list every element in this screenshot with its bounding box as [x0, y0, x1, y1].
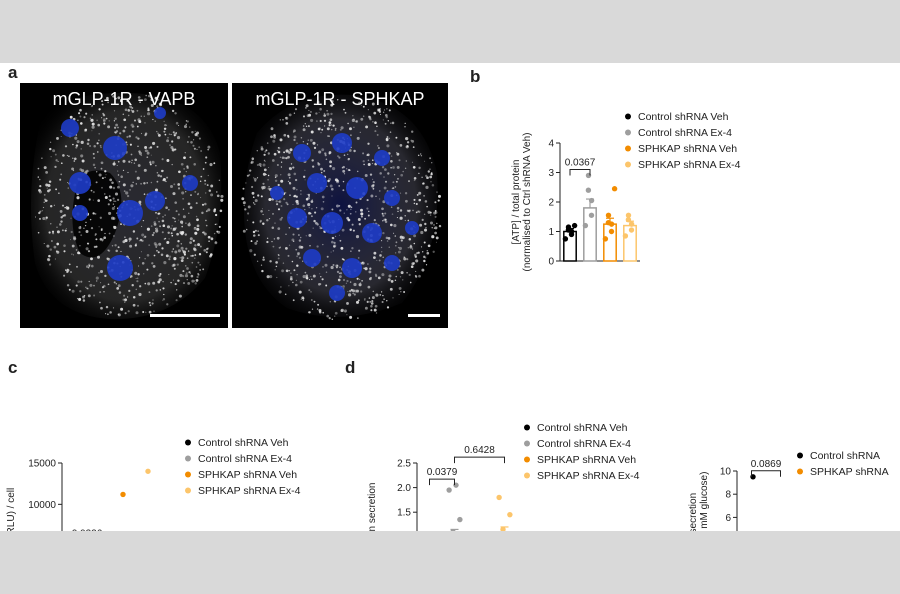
data-point	[145, 468, 151, 474]
data-point	[611, 186, 618, 192]
chart-b: 0 1 2 3 4 [ATP] / total protein (normalised to…	[511, 111, 741, 272]
data-point	[446, 487, 452, 493]
legend-marker	[524, 456, 530, 463]
legend-label: Control shRNA Veh	[198, 437, 289, 449]
data-point	[608, 228, 615, 235]
legend-marker	[625, 113, 631, 120]
y-tick-label: 10000	[28, 500, 56, 511]
y-tick-label: 2	[548, 198, 554, 209]
y-axis-label: Insulin secretion	[688, 493, 699, 531]
y-tick-label: 2.0	[397, 483, 411, 494]
legend-label: Control shRNA Ex-4	[638, 127, 732, 139]
microscopy-title-sphkap: mGLP-1R - SPHKAP	[255, 89, 425, 109]
data-point	[628, 227, 635, 233]
legend-label: SPHKAP shRNA Ex-4	[638, 159, 741, 171]
scale-bar	[408, 314, 440, 317]
comparison-bracket	[569, 168, 591, 176]
y-axis-label: ROS (RLU) / cell	[6, 488, 17, 531]
figure-canvas: a b c d mGLP-1R - VAPB	[0, 63, 900, 531]
legend-marker	[524, 440, 530, 447]
data-point	[605, 219, 612, 226]
y-tick-label: 6	[725, 513, 731, 524]
data-point	[120, 491, 126, 498]
data-point	[571, 222, 578, 229]
legend-label: Control shRNA Veh	[537, 422, 628, 434]
y-tick-label: 2.5	[397, 459, 411, 470]
p-value-label: 0.0367	[565, 157, 596, 168]
legend-label: Control shRNA Veh	[638, 111, 729, 123]
legend-marker	[185, 471, 191, 478]
legend-label: Control shRNA	[810, 450, 880, 462]
legend-marker	[797, 468, 803, 475]
y-axis-label: % Insulin secretion	[367, 483, 378, 531]
y-tick-label: 4	[548, 139, 554, 150]
y-axis-label-2: (normalised to Ctrl shRNA Veh)	[522, 133, 533, 272]
panel-label-c: c	[8, 358, 18, 377]
data-point	[450, 529, 456, 531]
legend-label: Control shRNA Ex-4	[198, 453, 292, 465]
comparison-bracket	[751, 470, 781, 477]
chart-d1: 0.00.51.01.52.02.5% Insulin secretion0.0…	[367, 422, 640, 531]
data-point	[588, 212, 595, 218]
chart-c: 050001000015000ROS (RLU) / cell0.0326Con…	[6, 437, 301, 531]
legend-marker	[625, 161, 631, 168]
legend-label: Control shRNA Ex-4	[537, 438, 631, 450]
legend-marker	[797, 452, 803, 459]
p-value-label: 0.6428	[464, 445, 495, 456]
legend-marker	[185, 487, 191, 494]
panel-label-a: a	[8, 63, 18, 82]
legend-marker	[524, 472, 530, 479]
y-tick-label: 3	[548, 168, 554, 179]
legend-label: SPHKAP shRNA	[810, 466, 889, 478]
y-tick-label: 1.5	[397, 508, 411, 519]
p-value-label: 0.0869	[751, 459, 782, 470]
legend-label: SPHKAP shRNA Ex-4	[537, 470, 640, 482]
legend-marker	[625, 145, 631, 152]
legend-marker	[185, 439, 191, 446]
y-tick-label: 0	[548, 257, 554, 268]
legend-marker	[625, 129, 631, 136]
legend-label: SPHKAP shRNA Ex-4	[198, 485, 301, 497]
y-axis-label: [ATP] / total protein	[511, 160, 522, 245]
data-point	[565, 224, 572, 230]
data-point	[625, 212, 632, 218]
data-point	[457, 516, 463, 523]
data-point	[496, 494, 502, 501]
y-axis-label-2: (fold over 11 mM glucose)	[699, 472, 710, 531]
comparison-bracket	[429, 478, 455, 486]
data-point	[585, 187, 592, 193]
legend-marker	[524, 424, 530, 431]
data-point	[605, 212, 612, 218]
p-value-label: 0.0379	[427, 467, 458, 478]
data-point	[625, 217, 632, 223]
data-point	[562, 236, 569, 242]
chart-d2: 0246810Insulin secretion(fold over 11 mM…	[688, 450, 889, 531]
data-point	[622, 233, 629, 239]
comparison-bracket	[454, 456, 505, 464]
y-tick-label: 1	[548, 227, 554, 238]
data-point	[500, 526, 506, 531]
y-tick-label: 15000	[28, 459, 56, 470]
legend-label: SPHKAP shRNA Veh	[198, 469, 297, 481]
microscopy-title-vapb: mGLP-1R - VAPB	[52, 89, 196, 109]
panel-label-d: d	[345, 358, 356, 377]
legend-label: SPHKAP shRNA Veh	[537, 454, 636, 466]
data-point	[628, 221, 635, 227]
legend-label: SPHKAP shRNA Veh	[638, 143, 737, 155]
p-value-label: 0.0326	[72, 528, 103, 531]
data-point	[582, 222, 589, 229]
y-tick-label: 8	[725, 490, 731, 501]
microscopy-image-vapb: mGLP-1R - VAPB	[20, 83, 228, 328]
y-tick-label: 10	[720, 467, 732, 478]
data-point	[588, 197, 595, 204]
panel-label-b: b	[470, 67, 481, 86]
data-point	[602, 236, 609, 242]
microscopy-image-sphkap: mGLP-1R - SPHKAP	[232, 83, 448, 328]
scale-bar	[150, 314, 220, 317]
data-point	[507, 511, 513, 518]
legend-marker	[185, 455, 191, 462]
